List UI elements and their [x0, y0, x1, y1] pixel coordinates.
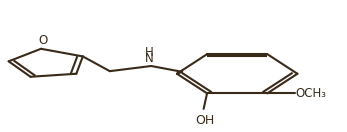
Text: O: O	[38, 34, 47, 47]
Text: H: H	[145, 46, 154, 59]
Text: N: N	[145, 52, 154, 65]
Text: OCH₃: OCH₃	[296, 87, 327, 100]
Text: OH: OH	[196, 114, 215, 127]
